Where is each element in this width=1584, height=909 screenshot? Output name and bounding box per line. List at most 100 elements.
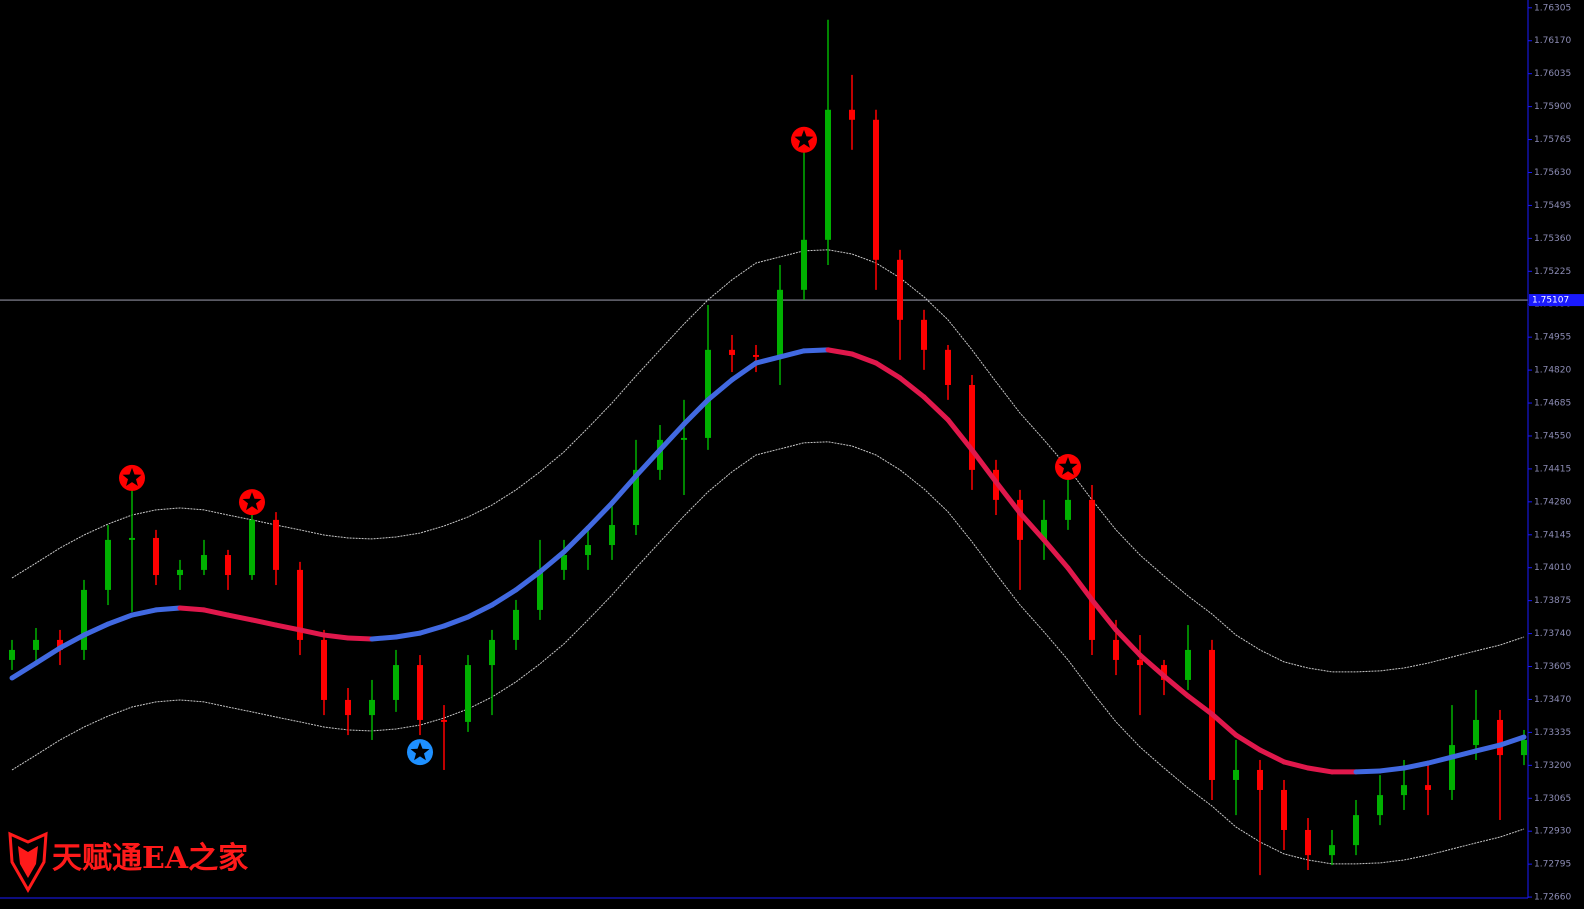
candle-body bbox=[81, 589, 87, 650]
candle-body bbox=[417, 665, 423, 720]
signal-star bbox=[410, 742, 430, 761]
candle-body bbox=[1017, 499, 1023, 540]
candle-body bbox=[345, 699, 351, 716]
middle-line-segment bbox=[177, 605, 207, 613]
middle-line-segment bbox=[945, 417, 975, 453]
middle-line-segment bbox=[1041, 537, 1071, 571]
signal-marker bbox=[239, 489, 265, 516]
middle-line-segment bbox=[33, 645, 63, 666]
watermark-text: 天赋通EA之家 bbox=[52, 841, 248, 876]
middle-line-segment bbox=[801, 347, 831, 354]
middle-line-segment bbox=[1305, 765, 1335, 775]
candle-body bbox=[1521, 739, 1527, 756]
candle-body bbox=[969, 384, 975, 470]
y-tick-label: 1.74415 bbox=[1534, 464, 1571, 474]
current-price-label: 1.75107 bbox=[1532, 296, 1569, 306]
middle-line-segment bbox=[1401, 760, 1431, 771]
candle-body bbox=[441, 719, 447, 722]
y-tick-label: 1.76305 bbox=[1534, 3, 1571, 13]
watermark-logo-inner bbox=[18, 846, 38, 878]
candle-body bbox=[57, 639, 63, 650]
y-tick-label: 1.75765 bbox=[1534, 135, 1571, 145]
middle-line-segment bbox=[681, 397, 711, 427]
y-tick-label: 1.74955 bbox=[1534, 333, 1571, 343]
signal-marker bbox=[791, 126, 817, 153]
candle-body bbox=[1377, 795, 1383, 816]
candle-body bbox=[129, 537, 135, 540]
candle-body bbox=[777, 289, 783, 357]
candle-body bbox=[1185, 649, 1191, 680]
y-tick-label: 1.73200 bbox=[1534, 761, 1571, 771]
signal-star bbox=[242, 492, 262, 511]
middle-line-segment bbox=[1065, 565, 1095, 603]
candle-body bbox=[561, 555, 567, 570]
middle-line-segment bbox=[897, 375, 927, 400]
middle-line-segment bbox=[561, 525, 591, 555]
middle-line-segment bbox=[57, 632, 87, 651]
upper-band bbox=[11, 249, 1525, 673]
watermark: 天赋通EA之家 bbox=[8, 831, 248, 894]
candle-body bbox=[537, 569, 543, 610]
y-tick-label: 1.73875 bbox=[1534, 596, 1571, 606]
candle-body bbox=[1425, 785, 1431, 790]
candle-body bbox=[849, 109, 855, 120]
candle-body bbox=[729, 349, 735, 355]
candle-body bbox=[1401, 785, 1407, 796]
middle-line-segment bbox=[489, 587, 519, 608]
y-tick-label: 1.72660 bbox=[1534, 893, 1571, 903]
candle-body bbox=[177, 569, 183, 576]
candle-body bbox=[249, 519, 255, 576]
middle-line-segment bbox=[1257, 747, 1287, 765]
middle-line-segment bbox=[321, 632, 351, 641]
middle-line-segment bbox=[129, 607, 159, 618]
candle-body bbox=[1113, 639, 1119, 660]
y-tick-label: 1.75900 bbox=[1534, 102, 1571, 112]
candle-body bbox=[201, 555, 207, 570]
y-tick-label: 1.74010 bbox=[1534, 563, 1571, 573]
middle-line-segment bbox=[153, 605, 183, 613]
watermark-logo bbox=[8, 831, 48, 894]
candle-body bbox=[1041, 519, 1047, 540]
candle-body bbox=[1257, 769, 1263, 790]
middle-line-segment bbox=[1017, 510, 1047, 543]
middle-line-segment bbox=[1281, 759, 1311, 771]
candle-body bbox=[465, 665, 471, 722]
candle-body bbox=[633, 469, 639, 526]
candle-body bbox=[945, 349, 951, 385]
signal-star bbox=[794, 129, 814, 148]
candle-body bbox=[753, 354, 759, 357]
y-tick-label: 1.73740 bbox=[1534, 629, 1571, 639]
middle-line-segment bbox=[1425, 754, 1455, 766]
candle-body bbox=[1329, 845, 1335, 856]
candle-body bbox=[873, 119, 879, 260]
y-tick-label: 1.74145 bbox=[1534, 530, 1571, 540]
y-tick-label: 1.74550 bbox=[1534, 431, 1571, 441]
candle-body bbox=[609, 525, 615, 546]
middle-line-segment bbox=[105, 612, 135, 627]
y-tick-label: 1.75495 bbox=[1534, 201, 1571, 211]
candle-body bbox=[1065, 499, 1071, 520]
candle-body bbox=[1137, 659, 1143, 666]
middle-line-segment bbox=[777, 348, 807, 360]
middle-line-segment bbox=[1233, 732, 1263, 753]
middle-line-segment bbox=[1497, 734, 1527, 748]
middle-line-segment bbox=[1137, 652, 1167, 679]
candle-body bbox=[33, 639, 39, 650]
y-tick-label: 1.72930 bbox=[1534, 827, 1571, 837]
middle-line-segment bbox=[585, 500, 615, 531]
candle-body bbox=[897, 259, 903, 320]
candle-body bbox=[489, 639, 495, 666]
middle-line-segment bbox=[273, 622, 303, 633]
y-tick-label: 1.73335 bbox=[1534, 728, 1571, 738]
y-tick-label: 1.76170 bbox=[1534, 36, 1571, 46]
middle-line-segment bbox=[537, 549, 567, 575]
middle-line-segment bbox=[417, 623, 447, 636]
y-tick-label: 1.76035 bbox=[1534, 69, 1571, 79]
signal-star bbox=[1058, 457, 1078, 475]
middle-line-segment bbox=[297, 627, 327, 638]
y-tick-label: 1.75630 bbox=[1534, 168, 1571, 178]
candle-body bbox=[1449, 745, 1455, 790]
middle-line-segment bbox=[513, 569, 543, 593]
plot-area bbox=[0, 19, 1528, 876]
